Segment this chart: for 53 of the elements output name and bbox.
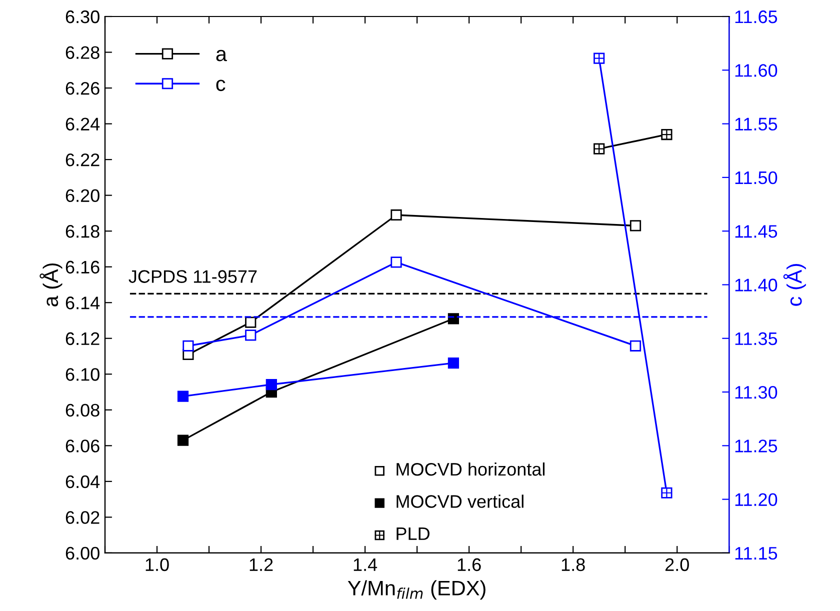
x-tick-label: 1.2 <box>250 558 273 571</box>
y2-tick-label: 11.50 <box>735 171 778 184</box>
y2-tick-label: 11.45 <box>735 225 778 238</box>
y2-tick-label: 11.25 <box>735 440 778 452</box>
y2-tick-label: 11.60 <box>735 64 778 77</box>
point <box>390 209 402 221</box>
x-tick-label: 1.6 <box>458 558 481 572</box>
y-tick-label: 6.22 <box>66 153 100 166</box>
y2-axis-title: c (Å) <box>783 264 806 306</box>
point <box>266 378 277 390</box>
legend-label: a <box>216 50 227 62</box>
y2-tick-label: 11.35 <box>735 332 778 346</box>
point <box>177 390 189 402</box>
y2-tick-label: 11.30 <box>735 386 778 399</box>
y-tick-label: 6.16 <box>66 260 100 274</box>
point <box>630 340 642 352</box>
point <box>630 220 642 232</box>
y-tick-label: 6.20 <box>66 189 100 202</box>
x-tick-label: 2.0 <box>665 558 689 572</box>
x-tick-label: 1.0 <box>146 558 169 572</box>
y-tick-label: 6.14 <box>66 296 100 310</box>
point <box>177 434 189 446</box>
ref-line-label: JCPDS 11-9577 <box>128 270 257 283</box>
y-tick-label: 6.30 <box>66 10 100 24</box>
y2-tick-label: 11.65 <box>735 10 778 24</box>
y-tick-label: 6.04 <box>66 475 100 488</box>
y-tick-label: 6.00 <box>66 546 100 560</box>
point <box>245 316 256 328</box>
x-axis-title: Y/Mn$_{film}$ (EDX) <box>348 580 486 600</box>
annotation: PLD <box>396 528 430 540</box>
y-axis-title: a (Å) <box>40 263 62 306</box>
x-tick-label: 1.4 <box>354 558 378 571</box>
y-tick-label: 6.18 <box>66 225 100 238</box>
point <box>182 340 194 352</box>
y-tick-label: 6.06 <box>66 440 100 452</box>
y2-tick-label: 11.20 <box>735 493 778 506</box>
annotation: MOCVD vertical <box>396 494 524 508</box>
y-tick-label: 6.28 <box>66 46 100 59</box>
y-tick-label: 6.24 <box>66 118 100 131</box>
y-tick-label: 6.10 <box>66 368 100 381</box>
y-tick-label: 6.02 <box>66 511 100 524</box>
annotation: MOCVD horizontal <box>396 462 545 476</box>
point <box>245 330 256 341</box>
y-tick-label: 6.12 <box>66 332 100 346</box>
point <box>448 357 460 369</box>
y-tick-label: 6.08 <box>66 404 100 417</box>
legend-label: c <box>216 80 226 92</box>
y-tick-label: 6.26 <box>66 82 100 95</box>
x-tick-label: 1.8 <box>562 558 585 572</box>
point <box>390 256 402 268</box>
y2-tick-label: 11.55 <box>735 118 778 131</box>
y2-tick-label: 11.15 <box>735 547 778 560</box>
y2-tick-label: 11.40 <box>735 278 778 292</box>
